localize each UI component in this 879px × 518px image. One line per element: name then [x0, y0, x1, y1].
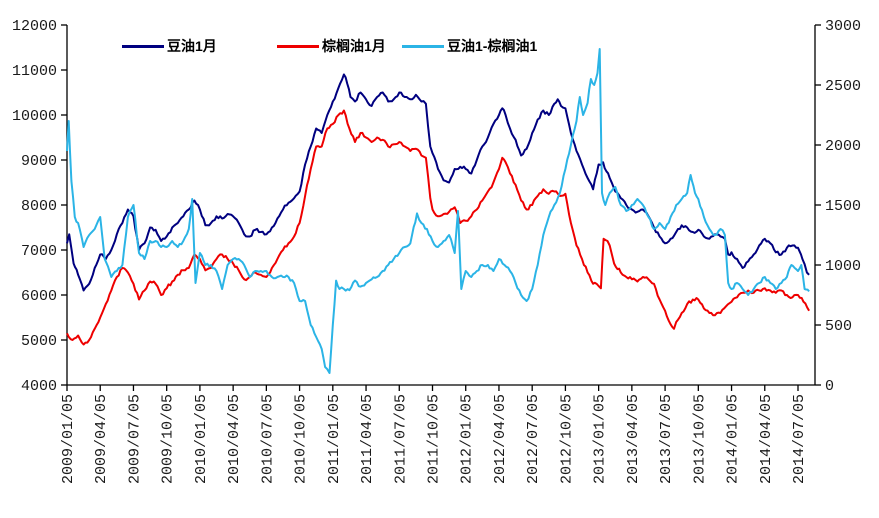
- x-axis-tick-label: 2013/01/05: [592, 394, 609, 484]
- y-axis-left-tick-label: 12000: [12, 18, 57, 35]
- x-axis-tick-label: 2012/10/05: [558, 394, 575, 484]
- x-axis-tick-label: 2009/07/05: [126, 394, 143, 484]
- series-line-soybean-oil: [66, 73, 810, 292]
- legend-line-swatch: [402, 44, 444, 48]
- chart-legend: 豆油1月 棕榈油1月 豆油1-棕榈油1: [0, 38, 879, 54]
- x-axis-tick-label: 2011/01/05: [326, 394, 343, 484]
- legend-item-soybean-oil: 豆油1月: [122, 38, 217, 54]
- x-axis-tick-label: 2010/04/05: [226, 394, 243, 484]
- y-axis-left-tick-label: 9000: [21, 153, 57, 170]
- y-axis-right-tick-label: 0: [825, 378, 834, 395]
- x-axis-tick-label: 2014/07/05: [791, 394, 808, 484]
- y-axis-right-tick-label: 2500: [825, 78, 861, 95]
- legend-line-swatch: [277, 44, 319, 48]
- series-line-spread: [66, 48, 810, 374]
- y-axis-left-tick-label: 7000: [21, 243, 57, 260]
- legend-label: 豆油1-棕榈油1: [447, 38, 538, 54]
- x-axis-tick-label: 2014/01/05: [725, 394, 742, 484]
- y-axis-right-tick-label: 1500: [825, 198, 861, 215]
- x-axis-tick-label: 2014/04/05: [758, 394, 775, 484]
- y-axis-right-tick-label: 3000: [825, 18, 861, 35]
- x-axis-tick-label: 2012/01/05: [459, 394, 476, 484]
- y-axis-left-tick-label: 8000: [21, 198, 57, 215]
- legend-label: 棕榈油1月: [322, 38, 386, 54]
- y-axis-left-tick-label: 11000: [12, 63, 57, 80]
- x-axis-tick-label: 2009/10/05: [160, 394, 177, 484]
- x-axis-tick-label: 2011/04/05: [359, 394, 376, 484]
- series-line-palm-oil: [66, 109, 810, 346]
- y-axis-left-tick-label: 5000: [21, 333, 57, 350]
- x-axis-tick-label: 2010/10/05: [293, 394, 310, 484]
- x-axis-tick-label: 2011/10/05: [426, 394, 443, 484]
- y-axis-left-tick-label: 6000: [21, 288, 57, 305]
- y-axis-right-tick-label: 1000: [825, 258, 861, 275]
- x-axis-tick-label: 2009/04/05: [93, 394, 110, 484]
- y-axis-right-tick-label: 500: [825, 318, 852, 335]
- y-axis-right-tick-label: 2000: [825, 138, 861, 155]
- legend-item-palm-oil: 棕榈油1月: [277, 38, 386, 54]
- x-axis-tick-label: 2013/07/05: [658, 394, 675, 484]
- legend-item-spread: 豆油1-棕榈油1: [402, 38, 537, 54]
- x-axis-tick-label: 2009/01/05: [60, 394, 77, 484]
- y-axis-left-tick-label: 4000: [21, 378, 57, 395]
- x-axis-tick-label: 2012/07/05: [525, 394, 542, 484]
- x-axis-tick-label: 2011/07/05: [392, 394, 409, 484]
- x-axis-tick-label: 2012/04/05: [492, 394, 509, 484]
- y-axis-left-tick-label: 10000: [12, 108, 57, 125]
- legend-line-swatch: [122, 44, 164, 48]
- x-axis-tick-label: 2010/01/05: [193, 394, 210, 484]
- legend-label: 豆油1月: [167, 38, 217, 54]
- x-axis-tick-label: 2013/10/05: [691, 394, 708, 484]
- x-axis-tick-label: 2013/04/05: [625, 394, 642, 484]
- x-axis-tick-label: 2010/07/05: [259, 394, 276, 484]
